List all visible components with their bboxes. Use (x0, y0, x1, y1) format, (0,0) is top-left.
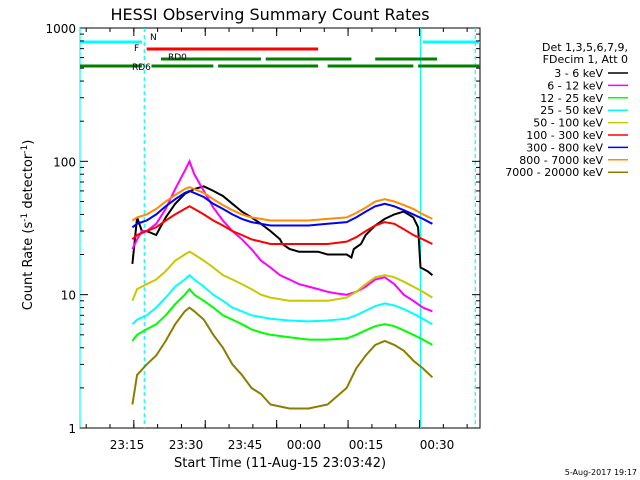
flag-label-rd0: RD0 (168, 53, 187, 63)
x-axis-label: Start Time (11-Aug-15 23:03:42) (174, 456, 386, 471)
legend-label-7: 800 - 7000 keV (519, 154, 603, 167)
plot-area: N F RD0 RD6 1 10 100 1000 23:15 23:30 23:45 00:00 00… (45, 22, 480, 452)
x-tick-label-0: 23:15 (110, 438, 145, 452)
legend-label-1: 6 - 12 keV (547, 79, 603, 92)
y-axis-label-sup2: -1 (20, 145, 30, 154)
flag-label-rd6: RD6 (132, 63, 151, 73)
legend-label-5: 100 - 300 keV (526, 129, 603, 142)
count-rate-chart: HESSI Observing Summary Count Rates Coun… (0, 0, 640, 480)
flag-label-n: N (150, 33, 157, 43)
y-tick-label-2: 100 (53, 155, 76, 169)
footer-timestamp: 5-Aug-2017 19:17 (565, 468, 637, 477)
x-tick-label-5: 00:30 (420, 438, 455, 452)
y-tick-label-3: 1000 (45, 22, 76, 36)
y-axis-label-end: ) (21, 140, 36, 145)
chart-title: HESSI Observing Summary Count Rates (110, 5, 429, 24)
y-tick-label-0: 1 (68, 422, 76, 436)
series-line-8 (132, 308, 432, 409)
x-tick-label-1: 23:30 (169, 438, 204, 452)
legend-label-3: 25 - 50 keV (540, 104, 603, 117)
y-axis-label-main: Count Rate (s (21, 222, 36, 311)
x-tick-label-4: 00:15 (349, 438, 384, 452)
series-line-1 (132, 161, 432, 311)
legend: Det 1,3,5,6,7,9,FDecim 1, Att 03 - 6 keV… (505, 41, 628, 179)
y-axis-label-mid: detector (21, 153, 36, 213)
y-axis-label: Count Rate (s-1 detector-1) (20, 140, 36, 311)
y-axis-label-sup1: -1 (20, 213, 30, 222)
legend-label-8: 7000 - 20000 keV (505, 166, 603, 179)
legend-label-6: 300 - 800 keV (526, 141, 603, 154)
x-tick-label-3: 00:00 (287, 438, 322, 452)
legend-header-1: FDecim 1, Att 0 (543, 53, 628, 66)
flag-label-f: F (134, 44, 139, 54)
legend-label-4: 50 - 100 keV (533, 117, 603, 130)
x-tick-label-2: 23:45 (228, 438, 263, 452)
legend-label-0: 3 - 6 keV (554, 67, 603, 80)
y-tick-label-1: 10 (61, 289, 76, 303)
series-line-2 (132, 289, 432, 345)
legend-label-2: 12 - 25 keV (540, 92, 603, 105)
